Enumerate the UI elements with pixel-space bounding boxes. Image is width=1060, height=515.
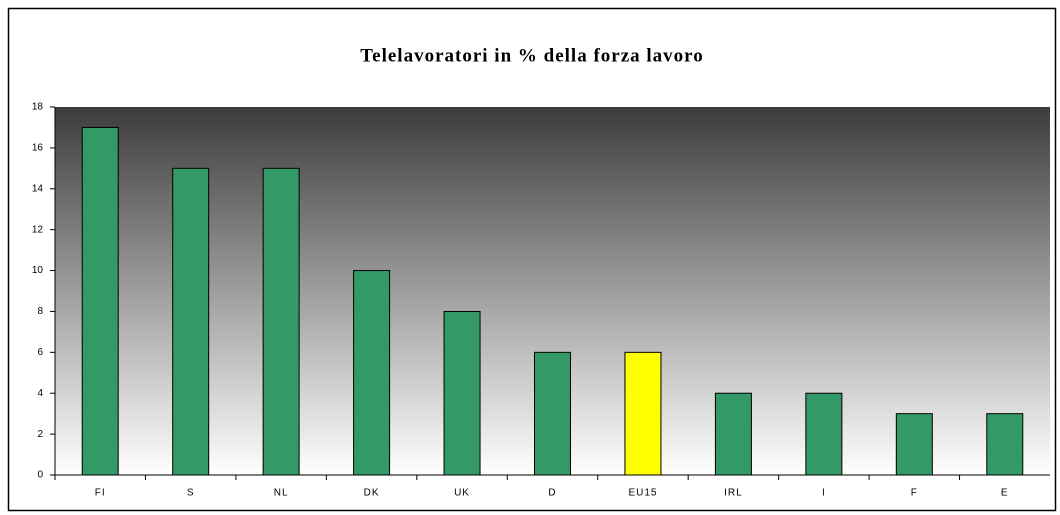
x-tick-label: E bbox=[1001, 488, 1009, 499]
x-tick-label: EU15 bbox=[628, 488, 657, 499]
y-tick-label: 18 bbox=[32, 102, 44, 113]
bar bbox=[714, 392, 752, 476]
x-tick-label: IRL bbox=[724, 488, 743, 499]
y-tick-label: 4 bbox=[37, 388, 43, 399]
x-tick-label: FI bbox=[95, 488, 106, 499]
bar bbox=[353, 270, 391, 476]
y-tick-label: 6 bbox=[37, 347, 43, 358]
y-tick-label: 12 bbox=[32, 224, 44, 235]
bar bbox=[172, 167, 210, 476]
y-tick-label: 8 bbox=[37, 306, 43, 317]
bar bbox=[986, 413, 1024, 476]
bar bbox=[534, 351, 571, 476]
x-tick-label: NL bbox=[274, 488, 289, 499]
x-tick-label: I bbox=[822, 488, 826, 499]
y-tick-label: 10 bbox=[32, 265, 44, 276]
y-tick-label: 2 bbox=[37, 429, 43, 440]
bar bbox=[805, 392, 843, 476]
x-tick-label: S bbox=[187, 488, 195, 499]
bar bbox=[624, 351, 662, 476]
chart-title: Telelavoratori in % della forza lavoro bbox=[360, 45, 704, 66]
bar bbox=[262, 167, 300, 476]
y-tick-label: 16 bbox=[32, 143, 44, 154]
y-tick-label: 0 bbox=[37, 470, 43, 481]
x-tick-label: DK bbox=[364, 488, 380, 499]
x-tick-label: D bbox=[548, 488, 556, 499]
bar bbox=[443, 310, 481, 476]
x-tick-label: F bbox=[911, 488, 918, 499]
bar bbox=[81, 126, 119, 476]
x-tick-label: UK bbox=[454, 488, 470, 499]
y-tick-label: 14 bbox=[32, 183, 44, 194]
bar bbox=[895, 413, 933, 476]
